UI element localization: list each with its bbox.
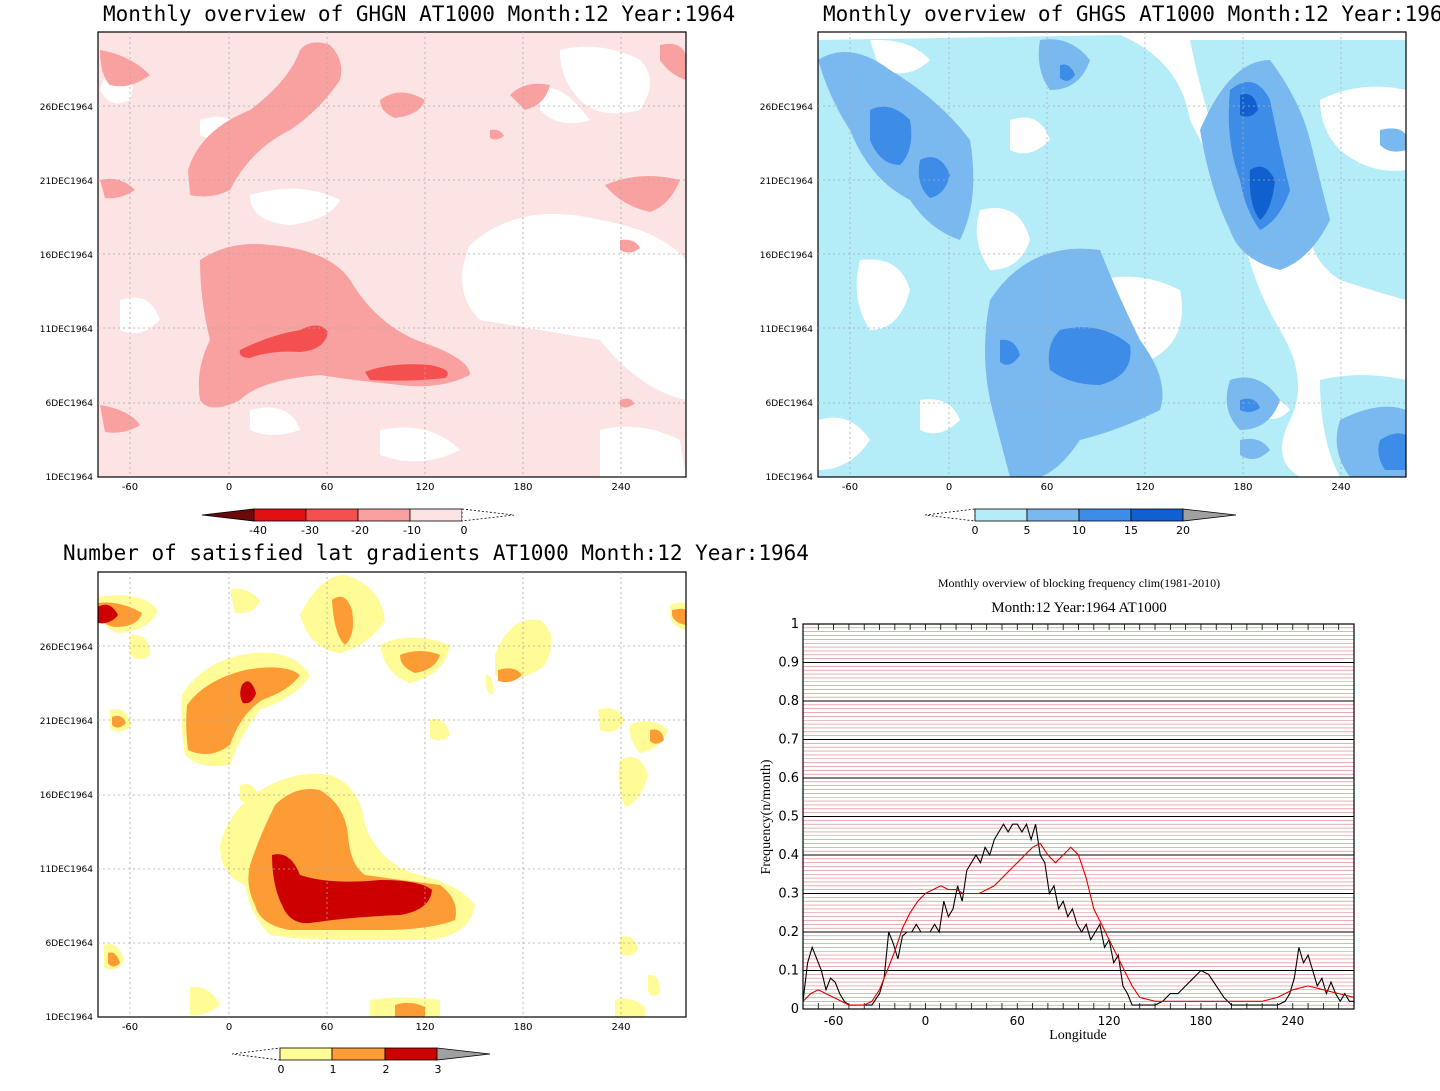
y-tick: 1DEC1964 xyxy=(45,1013,93,1023)
colorbar-label: -40 xyxy=(249,524,267,537)
y-tick: 11DEC1964 xyxy=(40,865,94,875)
y-tick: 26DEC1964 xyxy=(40,103,94,113)
gradients-contours xyxy=(98,572,686,1017)
x-tick: -60 xyxy=(122,482,138,493)
colorbar-label: 20 xyxy=(1176,524,1190,537)
ghgs-grid xyxy=(818,32,1406,477)
blocking-major-grid xyxy=(803,623,1354,1010)
series-line-black xyxy=(802,822,1354,1006)
x-tick-label: -60 xyxy=(824,1014,844,1028)
colorbar-label: 0 xyxy=(461,524,468,537)
x-tick: 0 xyxy=(946,482,952,493)
ghgn-grid xyxy=(98,32,686,477)
x-tick: 180 xyxy=(1233,482,1252,493)
x-tick: 240 xyxy=(611,482,630,493)
y-tick: 26DEC1964 xyxy=(760,103,814,113)
x-tick: 60 xyxy=(321,482,334,493)
y-tick: 1DEC1964 xyxy=(765,473,813,483)
y-tick: 6DEC1964 xyxy=(45,939,93,949)
gradients-grid xyxy=(98,572,686,1017)
x-tick: 120 xyxy=(1135,482,1154,493)
x-tick-label: 60 xyxy=(1010,1014,1025,1028)
colorbar-label: 1 xyxy=(330,1063,337,1076)
x-tick: 60 xyxy=(321,1022,334,1033)
y-tick: 21DEC1964 xyxy=(760,177,814,187)
x-tick-label: 120 xyxy=(1098,1014,1121,1028)
blocking-ylabel: Frequency(n/month) xyxy=(759,759,774,874)
x-tick: 240 xyxy=(611,1022,630,1033)
y-tick-label: 0.3 xyxy=(778,887,799,902)
x-tick: -60 xyxy=(122,1022,138,1033)
y-tick-label: 0.2 xyxy=(778,925,799,940)
colorbar-label: 0 xyxy=(278,1063,285,1076)
y-tick-label: 0.9 xyxy=(778,656,799,671)
y-tick: 11DEC1964 xyxy=(40,325,94,335)
colorbar-label: 15 xyxy=(1124,524,1138,537)
ghgs-colorbar: 0 5 10 15 20 xyxy=(924,508,1237,537)
y-tick: 16DEC1964 xyxy=(40,251,94,261)
y-tick: 21DEC1964 xyxy=(40,177,94,187)
y-tick-label: 0.7 xyxy=(778,733,799,748)
gradients-map: -60 0 60 120 180 240 1DEC1964 6DEC1964 1… xyxy=(40,571,687,1076)
blocking-title: Monthly overview of blocking frequency c… xyxy=(938,576,1220,590)
blocking-frame xyxy=(802,623,1355,1010)
y-tick: 21DEC1964 xyxy=(40,717,94,727)
x-tick: 180 xyxy=(513,1022,532,1033)
y-tick: 6DEC1964 xyxy=(45,399,93,409)
colorbar-label: -30 xyxy=(301,524,319,537)
blocking-xlabel: Longitude xyxy=(1049,1028,1107,1043)
series-line-red xyxy=(802,842,1355,1006)
x-tick: 0 xyxy=(226,482,232,493)
blocking-chart: Monthly overview of blocking frequency c… xyxy=(759,576,1355,1043)
gradients-colorbar: 0 1 2 3 xyxy=(231,1047,491,1076)
x-tick: 120 xyxy=(415,1022,434,1033)
y-tick-label: 0.8 xyxy=(778,694,799,709)
colorbar-label: 2 xyxy=(383,1063,390,1076)
colorbar-label: 5 xyxy=(1024,524,1031,537)
blocking-series xyxy=(802,822,1355,1006)
ghgn-colorbar: -40 -30 -20 -10 0 xyxy=(201,508,515,537)
ghgn-contours xyxy=(98,32,686,477)
y-tick: 1DEC1964 xyxy=(45,473,93,483)
y-tick: 6DEC1964 xyxy=(765,399,813,409)
blocking-subtitle: Month:12 Year:1964 AT1000 xyxy=(991,600,1166,616)
y-tick-label: 1 xyxy=(791,617,799,632)
ghgs-map: -60 0 60 120 180 240 1DEC1964 6DEC1964 1… xyxy=(760,31,1407,537)
x-tick-label: 240 xyxy=(1281,1014,1304,1028)
y-tick: 11DEC1964 xyxy=(760,325,814,335)
x-tick: 0 xyxy=(226,1022,232,1033)
colorbar-label: 0 xyxy=(972,524,979,537)
y-tick: 16DEC1964 xyxy=(760,251,814,261)
ghgs-title: Monthly overview of GHGS AT1000 Month:12… xyxy=(823,2,1440,26)
x-tick: -60 xyxy=(842,482,858,493)
x-tick: 60 xyxy=(1041,482,1054,493)
y-tick: 26DEC1964 xyxy=(40,643,94,653)
x-tick-label: 180 xyxy=(1189,1014,1212,1028)
ghgs-contours xyxy=(818,32,1406,477)
x-tick-label: 0 xyxy=(922,1014,930,1028)
colorbar-label: -20 xyxy=(351,524,369,537)
y-tick-label: 0.1 xyxy=(778,964,799,979)
y-tick-label: 0.4 xyxy=(778,848,799,863)
colorbar-label: -10 xyxy=(403,524,421,537)
y-tick-label: 0.5 xyxy=(778,810,799,825)
y-tick-label: 0 xyxy=(791,1002,799,1017)
blocking-ticks xyxy=(802,624,1355,1009)
y-tick: 16DEC1964 xyxy=(40,791,94,801)
x-tick: 120 xyxy=(415,482,434,493)
colorbar-label: 3 xyxy=(435,1063,442,1076)
ghgn-map: -60 0 60 120 180 240 1DEC1964 6DEC1964 1… xyxy=(40,31,687,537)
x-tick: 240 xyxy=(1331,482,1350,493)
ghgn-title: Monthly overview of GHGN AT1000 Month:12… xyxy=(103,2,736,26)
y-tick-label: 0.6 xyxy=(778,771,799,786)
gradients-title: Number of satisfied lat gradients AT1000… xyxy=(63,541,809,565)
colorbar-label: 10 xyxy=(1072,524,1086,537)
x-tick: 180 xyxy=(513,482,532,493)
